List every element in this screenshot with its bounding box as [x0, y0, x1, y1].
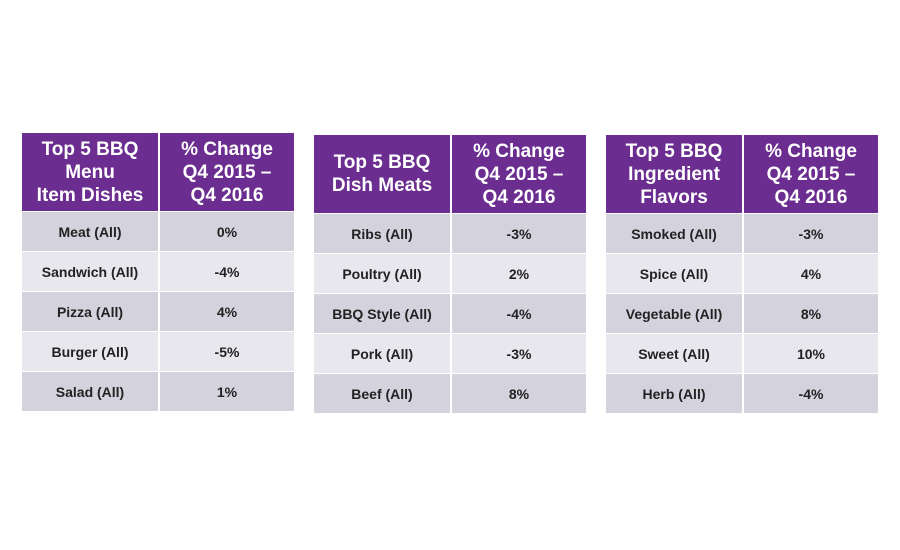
- change-cell: -4%: [742, 373, 878, 413]
- table-row: Smoked (All) -3%: [606, 213, 880, 253]
- change-cell: 8%: [450, 373, 586, 413]
- header-text: Q4 2015 –: [766, 163, 856, 185]
- header-cell: % Change Q4 2015 – Q4 2016: [158, 133, 294, 211]
- header-cell: % Change Q4 2015 – Q4 2016: [742, 135, 878, 213]
- table-row: Poultry (All) 2%: [314, 253, 588, 293]
- table-row: Beef (All) 8%: [314, 373, 588, 413]
- header-cell: Top 5 BBQ Menu Item Dishes: [22, 133, 158, 211]
- change-cell: 0%: [158, 211, 294, 251]
- item-cell: Smoked (All): [606, 213, 742, 253]
- item-cell: Herb (All): [606, 373, 742, 413]
- item-cell: Meat (All): [22, 211, 158, 251]
- item-cell: Ribs (All): [314, 213, 450, 253]
- table-row: Sweet (All) 10%: [606, 333, 880, 373]
- header-text: Dish Meats: [331, 175, 433, 196]
- header-cell: Top 5 BBQ Dish Meats: [314, 135, 450, 213]
- header-row: Top 5 BBQ Menu Item Dishes% Change Q4 2015 …: [22, 133, 296, 211]
- table-row: Pizza (All) 4%: [22, 291, 296, 331]
- table-row: Sandwich (All) -4%: [22, 251, 296, 291]
- change-cell: 1%: [158, 371, 294, 411]
- table-row: BBQ Style (All) -4%: [314, 293, 588, 333]
- header-row: Top 5 BBQ Dish Meats% Change Q4 2015 – Q4 2…: [314, 135, 588, 213]
- header-text: % Change: [473, 140, 565, 162]
- header-text: Top 5 BBQ: [333, 152, 431, 173]
- item-cell: Vegetable (All): [606, 293, 742, 333]
- item-cell: Spice (All): [606, 253, 742, 293]
- table: Top 5 BBQ Dish Meats% Change Q4 2015 – Q4 2…: [314, 135, 588, 413]
- header-text: % Change: [181, 138, 273, 160]
- header-text: Q4 2015 –: [474, 163, 564, 185]
- header-text: Top 5 BBQ: [41, 138, 139, 160]
- header-cell: % Change Q4 2015 – Q4 2016: [450, 135, 586, 213]
- item-cell: BBQ Style (All): [314, 293, 450, 333]
- item-cell: Pork (All): [314, 333, 450, 373]
- header-text: Menu: [65, 161, 115, 183]
- header-text: Item Dishes: [36, 184, 144, 206]
- change-cell: -3%: [742, 213, 878, 253]
- table-row: Herb (All) -4%: [606, 373, 880, 413]
- header-text: Q4 2015 –: [182, 161, 272, 183]
- header-text: % Change: [765, 140, 857, 162]
- header-cell: Top 5 BBQ Ingredient Flavors: [606, 135, 742, 213]
- table: Top 5 BBQ Menu Item Dishes% Change Q4 2015 …: [22, 133, 296, 411]
- header-text: Q4 2016: [774, 186, 848, 208]
- change-cell: 4%: [742, 253, 878, 293]
- header-text: Flavors: [640, 186, 708, 208]
- header-text: Top 5 BBQ: [625, 140, 723, 162]
- change-cell: -4%: [158, 251, 294, 291]
- table-row: Ribs (All) -3%: [314, 213, 588, 253]
- change-cell: 8%: [742, 293, 878, 333]
- change-cell: 4%: [158, 291, 294, 331]
- table-row: Meat (All) 0%: [22, 211, 296, 251]
- header-text: Q4 2016: [190, 184, 264, 206]
- table-row: Vegetable (All) 8%: [606, 293, 880, 333]
- table-row: Salad (All) 1%: [22, 371, 296, 411]
- change-cell: -3%: [450, 333, 586, 373]
- change-cell: -3%: [450, 213, 586, 253]
- table: Top 5 BBQ Ingredient Flavors% Change Q4 201…: [606, 135, 880, 413]
- item-cell: Pizza (All): [22, 291, 158, 331]
- change-cell: -4%: [450, 293, 586, 333]
- change-cell: 2%: [450, 253, 586, 293]
- item-cell: Beef (All): [314, 373, 450, 413]
- table-row: Burger (All) -5%: [22, 331, 296, 371]
- item-cell: Poultry (All): [314, 253, 450, 293]
- change-cell: 10%: [742, 333, 878, 373]
- item-cell: Sweet (All): [606, 333, 742, 373]
- item-cell: Salad (All): [22, 371, 158, 411]
- header-row: Top 5 BBQ Ingredient Flavors% Change Q4 201…: [606, 135, 880, 213]
- header-text: Ingredient: [628, 163, 720, 185]
- change-cell: -5%: [158, 331, 294, 371]
- header-text: Q4 2016: [482, 186, 556, 208]
- item-cell: Burger (All): [22, 331, 158, 371]
- item-cell: Sandwich (All): [22, 251, 158, 291]
- table-row: Spice (All) 4%: [606, 253, 880, 293]
- table-row: Pork (All) -3%: [314, 333, 588, 373]
